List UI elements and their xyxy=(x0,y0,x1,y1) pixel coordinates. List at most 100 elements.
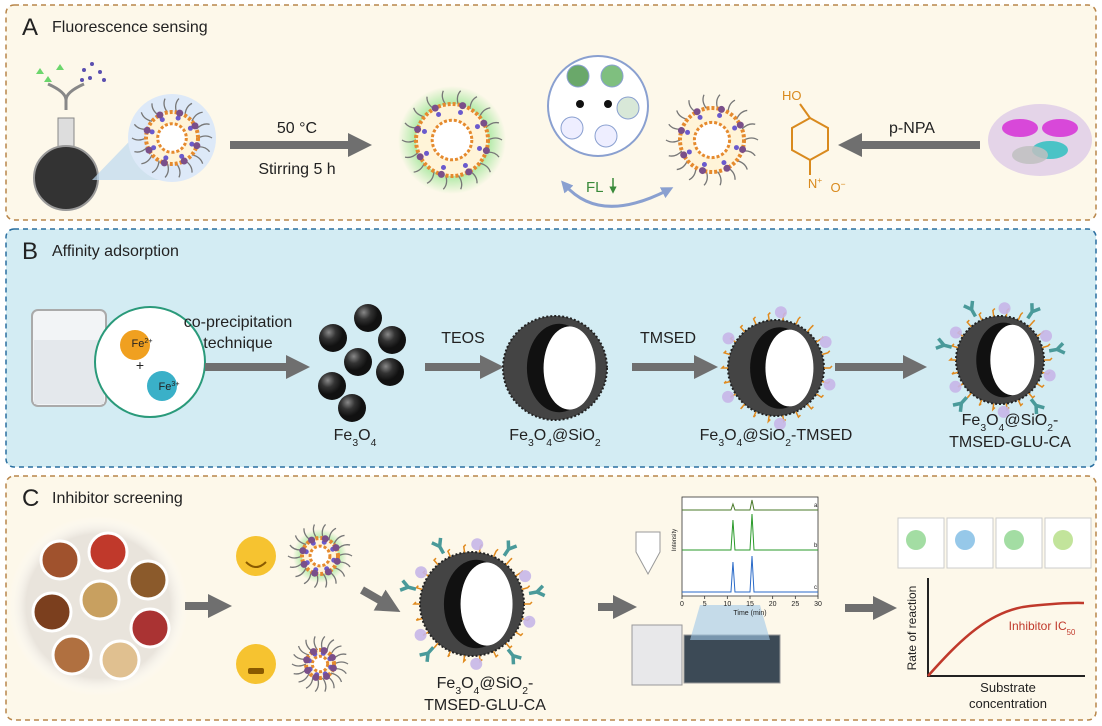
dye xyxy=(701,161,707,167)
script-text: 3 xyxy=(980,423,986,434)
antibody xyxy=(963,300,978,318)
hook xyxy=(1042,343,1051,349)
herb xyxy=(79,579,121,621)
state xyxy=(560,116,584,140)
dye xyxy=(303,656,311,664)
inner-shell xyxy=(692,120,732,160)
ligand xyxy=(151,160,160,174)
helix xyxy=(1042,119,1078,137)
ion xyxy=(120,330,150,360)
method: co-precipitation xyxy=(184,314,293,331)
emoji xyxy=(236,644,276,684)
ligand xyxy=(191,111,203,122)
hook xyxy=(521,585,531,591)
text-part: - xyxy=(528,675,533,692)
antibody xyxy=(399,579,417,592)
hook xyxy=(722,350,731,356)
ligand xyxy=(479,162,491,173)
enzyme xyxy=(523,615,536,628)
herb xyxy=(51,634,93,676)
enzyme xyxy=(722,390,735,403)
enzyme xyxy=(414,628,427,641)
trace xyxy=(682,499,818,511)
hook xyxy=(492,650,499,659)
tick-label: 5 xyxy=(703,601,707,608)
enzyme xyxy=(415,566,428,579)
dye xyxy=(462,162,468,168)
dye xyxy=(437,170,445,178)
herb xyxy=(129,607,171,649)
hook xyxy=(1044,357,1053,361)
dye xyxy=(721,160,727,166)
funnel xyxy=(47,82,85,110)
ion-label: Fe3+ xyxy=(159,380,180,393)
state xyxy=(616,96,640,120)
hook xyxy=(966,319,972,328)
panel-title: Inhibitor screening xyxy=(52,490,183,507)
beam xyxy=(690,605,770,640)
text-part: TMSED-GLU-CA xyxy=(424,697,546,714)
hook xyxy=(978,399,983,407)
dye xyxy=(477,146,483,152)
enzyme xyxy=(471,538,484,551)
hook xyxy=(767,312,771,321)
dye xyxy=(693,108,701,116)
script-text: 2 xyxy=(1047,423,1053,434)
hook xyxy=(991,403,996,412)
antibody xyxy=(502,540,518,557)
product-label: Fe3O4@SiO2- xyxy=(962,412,1059,434)
dye xyxy=(308,536,316,544)
dye xyxy=(732,125,738,131)
inner-shell xyxy=(308,544,332,568)
curve-label: Inhibitor IC50 xyxy=(1009,619,1076,637)
hook xyxy=(720,365,728,369)
trace xyxy=(682,513,818,551)
hook xyxy=(447,650,452,658)
ligand xyxy=(140,112,153,122)
chem-label: HO xyxy=(782,88,802,103)
ligand xyxy=(717,171,722,186)
dye xyxy=(145,146,153,154)
panel-title: Affinity adsorption xyxy=(52,243,179,260)
dye xyxy=(416,153,424,161)
ion xyxy=(147,371,177,401)
reagent xyxy=(88,76,92,80)
ligand xyxy=(330,672,343,683)
panel-letter: C xyxy=(22,485,39,512)
dye xyxy=(324,568,332,576)
ligand xyxy=(295,567,307,578)
method: technique xyxy=(203,335,272,352)
ligand xyxy=(426,171,435,184)
hook xyxy=(447,548,452,558)
dye xyxy=(180,157,188,165)
script-text: 2 xyxy=(785,438,791,449)
particle-cut xyxy=(460,562,513,646)
hook xyxy=(806,403,814,410)
chem-label: N+ xyxy=(808,175,822,191)
tick-label: 30 xyxy=(814,601,822,608)
dye xyxy=(736,121,744,129)
dye xyxy=(333,557,341,565)
nanoparticle xyxy=(354,304,382,332)
ligand xyxy=(322,573,328,588)
reagent xyxy=(102,78,106,82)
hook xyxy=(752,411,757,418)
docking-blob xyxy=(1004,530,1024,550)
ligand xyxy=(404,151,419,159)
antibody xyxy=(1048,342,1066,355)
axis-label: concentration xyxy=(969,696,1047,711)
dye xyxy=(143,126,151,134)
script-text: 2+ xyxy=(144,337,152,345)
antibody xyxy=(1026,303,1041,320)
antibody xyxy=(1029,398,1045,415)
ligand xyxy=(333,534,345,545)
script-text: 3 xyxy=(455,686,461,697)
antibody xyxy=(431,537,446,555)
enzyme xyxy=(823,378,836,391)
text-part: N xyxy=(808,176,817,191)
ligand xyxy=(164,163,169,178)
herb xyxy=(127,559,169,601)
enzyme xyxy=(949,326,962,339)
panel-title: Fluorescence sensing xyxy=(52,19,208,36)
inner-shell xyxy=(156,122,188,154)
